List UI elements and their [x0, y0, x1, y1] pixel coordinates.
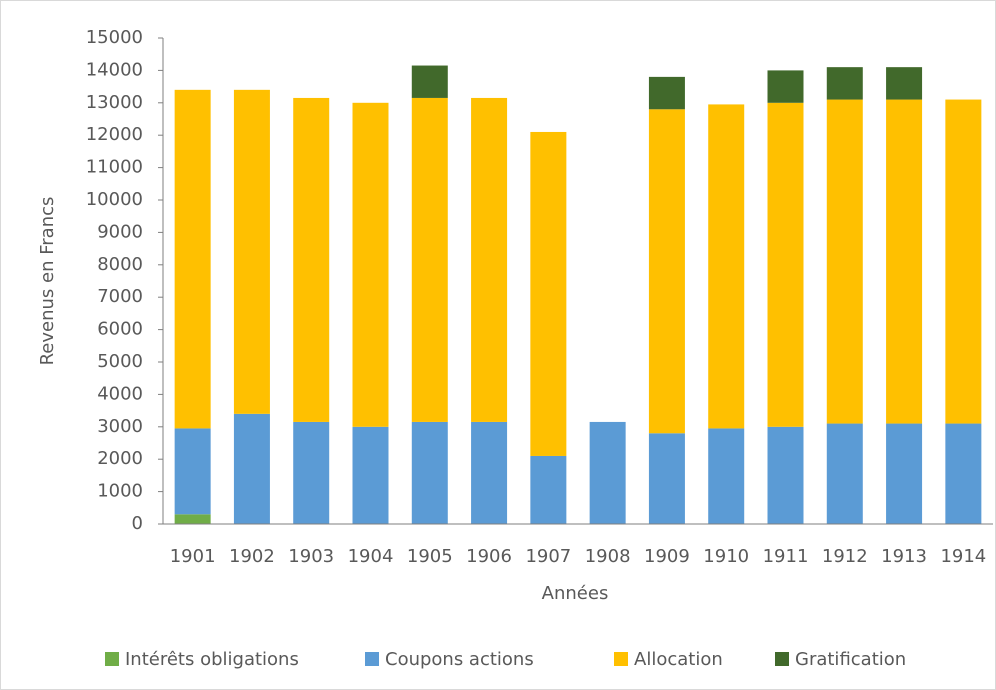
y-tick-label: 1000	[97, 481, 143, 502]
bar-segment	[471, 421, 508, 524]
bar-segment	[886, 67, 923, 100]
bar-segment	[826, 99, 863, 424]
bar-segment	[530, 131, 567, 456]
bar-segment	[589, 421, 626, 524]
bar-segment	[233, 89, 270, 414]
y-tick-label: 14000	[86, 59, 143, 80]
x-tick-label: 1912	[822, 546, 868, 567]
y-axis-title: Revenus en Francs	[37, 197, 58, 366]
x-tick-label: 1903	[288, 546, 334, 567]
legend-swatch	[365, 652, 379, 666]
legend-label: Gratification	[795, 649, 906, 670]
legend-label: Coupons actions	[385, 649, 534, 670]
x-tick-label: 1906	[466, 546, 512, 567]
bar-segment	[826, 423, 863, 524]
y-tick-label: 0	[132, 513, 143, 534]
legend-label: Intérêts obligations	[125, 649, 299, 670]
bar-segment	[648, 433, 685, 524]
y-tick-label: 2000	[97, 448, 143, 469]
x-tick-label: 1905	[407, 546, 453, 567]
x-tick-label: 1909	[644, 546, 690, 567]
y-tick-label: 12000	[86, 124, 143, 145]
bar-segment	[352, 426, 389, 524]
x-tick-label: 1908	[585, 546, 631, 567]
bar-segment	[352, 102, 389, 427]
bar-segment	[174, 428, 211, 515]
y-tick-label: 10000	[86, 189, 143, 210]
legend-label: Allocation	[634, 649, 723, 670]
bar-segment	[886, 423, 923, 524]
bar-segment	[648, 109, 685, 434]
bar-segment	[174, 89, 211, 429]
bar-segment	[293, 97, 330, 422]
bar-segment	[174, 514, 211, 524]
bar-segment	[767, 426, 804, 524]
y-tick-label: 13000	[86, 92, 143, 113]
y-tick-label: 4000	[97, 383, 143, 404]
x-tick-label: 1910	[703, 546, 749, 567]
bar-segment	[945, 423, 982, 524]
y-tick-label: 3000	[97, 416, 143, 437]
bar-segment	[293, 421, 330, 524]
bar-segment	[411, 65, 448, 98]
bar-segment	[411, 421, 448, 524]
bar-segment	[826, 67, 863, 100]
legend-swatch	[775, 652, 789, 666]
y-tick-label: 7000	[97, 286, 143, 307]
bar-segment	[708, 428, 745, 524]
bar-segment	[708, 104, 745, 429]
bar-segment	[886, 99, 923, 424]
legend-swatch	[105, 652, 119, 666]
bar-segment	[411, 97, 448, 422]
x-tick-label: 1902	[229, 546, 275, 567]
bar-segment	[945, 99, 982, 424]
y-tick-label: 8000	[97, 254, 143, 275]
x-axis-title: Années	[542, 583, 609, 604]
bar-segment	[471, 97, 508, 422]
bar-segment	[530, 455, 567, 524]
legend-swatch	[614, 652, 628, 666]
y-tick-label: 6000	[97, 319, 143, 340]
bar-segment	[648, 76, 685, 110]
y-tick-label: 9000	[97, 221, 143, 242]
x-tick-label: 1904	[348, 546, 394, 567]
bar-segment	[767, 70, 804, 103]
y-tick-label: 11000	[86, 157, 143, 178]
x-tick-label: 1911	[763, 546, 809, 567]
y-tick-label: 15000	[86, 27, 143, 48]
x-tick-label: 1907	[525, 546, 571, 567]
x-tick-label: 1901	[170, 546, 216, 567]
bar-segment	[233, 413, 270, 524]
x-tick-label: 1913	[881, 546, 927, 567]
y-tick-label: 5000	[97, 351, 143, 372]
bar-segment	[767, 102, 804, 427]
x-tick-label: 1914	[940, 546, 986, 567]
